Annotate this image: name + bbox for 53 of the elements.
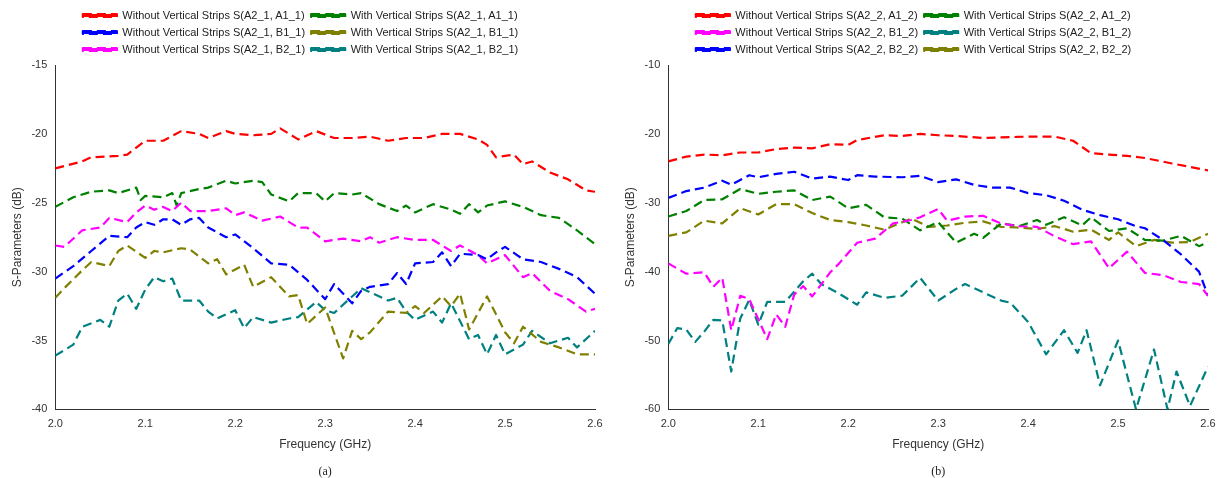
legend-label: With Vertical Strips S(A2_1, A1_1) (350, 8, 518, 21)
line-series (55, 127, 595, 193)
y-tick-label: -50 (644, 333, 661, 346)
y-tick-label: -30 (644, 195, 661, 208)
x-tick-label: 2.1 (750, 417, 766, 430)
y-axis-title: S-Parameters (dB) (622, 187, 637, 288)
x-tick-label: 2.1 (137, 417, 153, 430)
y-tick-label: -20 (644, 126, 661, 139)
y-tick-label: -40 (644, 264, 661, 277)
line-series (668, 203, 1208, 248)
y-tick-label: -20 (31, 126, 48, 139)
legend-label: With Vertical Strips S(A2_2, B1_2) (963, 25, 1132, 38)
legend-label: Without Vertical Strips S(A2_1, B2_1) (122, 42, 306, 55)
legend-label: With Vertical Strips S(A2_1, B1_1) (350, 25, 519, 38)
text: (b) (931, 464, 946, 478)
x-tick-label: 2.2 (227, 417, 243, 430)
legend-label: With Vertical Strips S(A2_1, B2_1) (350, 42, 519, 55)
line-series (55, 276, 595, 357)
line-series (55, 201, 595, 313)
y-tick-label: -40 (31, 402, 48, 415)
legend-label: With Vertical Strips S(A2_2, A1_2) (963, 8, 1131, 21)
line-series (55, 216, 595, 305)
legend-label: Without Vertical Strips S(A2_2, B2_2) (735, 42, 919, 55)
x-tick-label: 2.3 (930, 417, 946, 430)
x-tick-label: 2.5 (497, 417, 513, 430)
x-tick-label: 2.2 (840, 417, 856, 430)
legend-label: Without Vertical Strips S(A2_2, A1_2) (735, 8, 918, 21)
x-tick-label: 2.4 (1020, 417, 1036, 430)
line-series (668, 207, 1208, 341)
legend-label: Without Vertical Strips S(A2_1, B1_1) (122, 25, 306, 38)
y-tick-label: -30 (31, 264, 48, 277)
text: (a) (318, 464, 332, 478)
y-axis-title: S-Parameters (dB) (9, 187, 24, 288)
y-tick-label: -35 (31, 333, 48, 346)
y-tick-label: -15 (31, 58, 48, 71)
line-series (55, 244, 595, 360)
x-tick-label: 2.0 (47, 417, 63, 430)
y-tick-label: -25 (31, 195, 48, 208)
x-axis-title: Frequency (GHz) (279, 437, 372, 452)
y-tick-label: -60 (644, 402, 661, 415)
legend-label: Without Vertical Strips S(A2_1, A1_1) (122, 8, 305, 21)
line-series (668, 132, 1208, 172)
x-tick-label: 2.3 (317, 417, 333, 430)
legend-label: With Vertical Strips S(A2_2, B2_2) (963, 42, 1132, 55)
x-tick-label: 2.6 (1200, 417, 1216, 430)
x-axis-title: Frequency (GHz) (892, 437, 985, 452)
x-tick-label: 2.5 (1110, 417, 1126, 430)
x-tick-label: 2.0 (660, 417, 676, 430)
y-tick-label: -10 (644, 58, 661, 71)
x-tick-label: 2.6 (587, 417, 603, 430)
legend-label: Without Vertical Strips S(A2_2, B1_2) (735, 25, 919, 38)
line-series (55, 179, 595, 246)
x-tick-label: 2.4 (407, 417, 423, 430)
